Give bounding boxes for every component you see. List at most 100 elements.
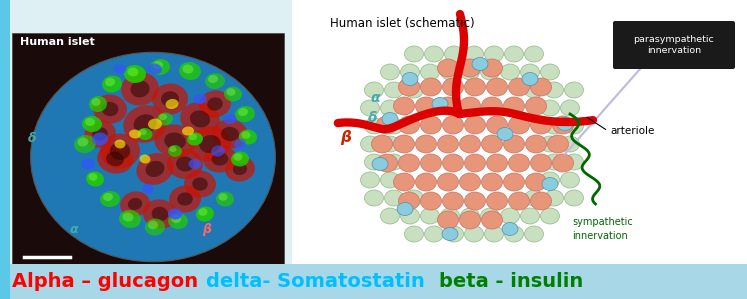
Ellipse shape bbox=[565, 154, 583, 170]
Ellipse shape bbox=[521, 64, 539, 80]
Ellipse shape bbox=[442, 192, 463, 210]
Text: beta - insulin: beta - insulin bbox=[439, 272, 583, 291]
Ellipse shape bbox=[139, 129, 146, 135]
Ellipse shape bbox=[199, 208, 208, 216]
Ellipse shape bbox=[460, 208, 480, 224]
Ellipse shape bbox=[530, 192, 551, 210]
Text: β: β bbox=[340, 130, 351, 145]
Ellipse shape bbox=[497, 127, 513, 141]
Ellipse shape bbox=[128, 198, 142, 210]
Ellipse shape bbox=[553, 154, 574, 172]
Ellipse shape bbox=[486, 154, 507, 172]
Ellipse shape bbox=[482, 173, 503, 191]
Ellipse shape bbox=[385, 118, 403, 134]
Ellipse shape bbox=[235, 106, 255, 122]
Ellipse shape bbox=[541, 64, 560, 80]
Ellipse shape bbox=[365, 190, 383, 206]
Ellipse shape bbox=[541, 208, 560, 224]
Ellipse shape bbox=[382, 112, 398, 126]
Ellipse shape bbox=[207, 97, 223, 111]
Ellipse shape bbox=[114, 140, 125, 149]
Ellipse shape bbox=[380, 208, 400, 224]
Text: Human islet: Human islet bbox=[20, 37, 95, 47]
Ellipse shape bbox=[212, 120, 248, 149]
Ellipse shape bbox=[525, 135, 547, 153]
Ellipse shape bbox=[124, 65, 146, 83]
Ellipse shape bbox=[385, 154, 403, 170]
Ellipse shape bbox=[482, 59, 503, 77]
Ellipse shape bbox=[182, 65, 193, 74]
Ellipse shape bbox=[504, 46, 524, 62]
Ellipse shape bbox=[81, 158, 95, 170]
Ellipse shape bbox=[486, 192, 507, 210]
Text: delta- Somatostatin: delta- Somatostatin bbox=[206, 272, 438, 291]
Ellipse shape bbox=[424, 226, 444, 242]
Ellipse shape bbox=[93, 127, 108, 141]
Ellipse shape bbox=[438, 173, 459, 191]
Ellipse shape bbox=[400, 208, 420, 224]
Ellipse shape bbox=[211, 145, 225, 157]
Ellipse shape bbox=[102, 75, 122, 93]
Ellipse shape bbox=[120, 191, 150, 217]
Ellipse shape bbox=[404, 226, 424, 242]
Ellipse shape bbox=[524, 82, 544, 98]
Ellipse shape bbox=[231, 152, 249, 167]
Ellipse shape bbox=[503, 173, 524, 191]
Ellipse shape bbox=[376, 154, 397, 172]
Ellipse shape bbox=[421, 154, 441, 172]
Ellipse shape bbox=[415, 97, 436, 115]
Ellipse shape bbox=[128, 68, 138, 77]
Ellipse shape bbox=[565, 118, 583, 134]
Ellipse shape bbox=[103, 193, 113, 201]
Ellipse shape bbox=[421, 192, 441, 210]
Ellipse shape bbox=[140, 155, 150, 164]
Ellipse shape bbox=[148, 221, 158, 229]
Ellipse shape bbox=[241, 131, 250, 139]
Ellipse shape bbox=[203, 146, 237, 173]
Ellipse shape bbox=[465, 116, 486, 134]
Ellipse shape bbox=[441, 64, 459, 80]
Ellipse shape bbox=[166, 99, 179, 109]
Ellipse shape bbox=[216, 191, 234, 207]
Ellipse shape bbox=[541, 172, 560, 188]
Ellipse shape bbox=[545, 82, 563, 98]
Ellipse shape bbox=[171, 215, 181, 223]
Ellipse shape bbox=[560, 136, 580, 152]
Ellipse shape bbox=[184, 170, 216, 198]
Ellipse shape bbox=[524, 46, 544, 62]
Ellipse shape bbox=[398, 154, 420, 172]
Ellipse shape bbox=[119, 210, 141, 228]
Text: β: β bbox=[202, 223, 211, 236]
Ellipse shape bbox=[361, 100, 379, 116]
Ellipse shape bbox=[504, 226, 524, 242]
Ellipse shape bbox=[541, 100, 560, 116]
Ellipse shape bbox=[480, 208, 500, 224]
Ellipse shape bbox=[438, 97, 459, 115]
Ellipse shape bbox=[208, 75, 218, 83]
Ellipse shape bbox=[74, 135, 96, 153]
Ellipse shape bbox=[152, 207, 168, 221]
FancyBboxPatch shape bbox=[613, 21, 735, 69]
Ellipse shape bbox=[371, 135, 392, 153]
FancyBboxPatch shape bbox=[292, 0, 747, 299]
Ellipse shape bbox=[161, 91, 179, 107]
Ellipse shape bbox=[42, 60, 264, 254]
Ellipse shape bbox=[442, 78, 463, 96]
Ellipse shape bbox=[459, 135, 480, 153]
Text: parasympathetic
innervation: parasympathetic innervation bbox=[633, 35, 714, 55]
Ellipse shape bbox=[503, 135, 524, 153]
Ellipse shape bbox=[148, 118, 162, 129]
Ellipse shape bbox=[221, 127, 239, 141]
Ellipse shape bbox=[509, 116, 530, 134]
Ellipse shape bbox=[394, 173, 415, 191]
Ellipse shape bbox=[438, 59, 459, 77]
Ellipse shape bbox=[442, 154, 463, 172]
Ellipse shape bbox=[398, 192, 420, 210]
Ellipse shape bbox=[421, 208, 439, 224]
Ellipse shape bbox=[482, 135, 503, 153]
Ellipse shape bbox=[485, 46, 503, 62]
Ellipse shape bbox=[394, 135, 415, 153]
Ellipse shape bbox=[482, 211, 503, 229]
Ellipse shape bbox=[524, 226, 544, 242]
Ellipse shape bbox=[509, 78, 530, 96]
